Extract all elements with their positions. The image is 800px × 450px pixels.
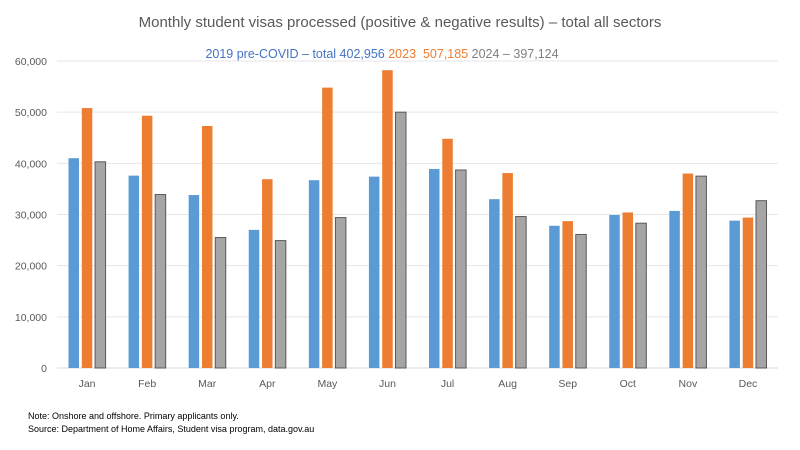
chart-notes: Note: Onshore and offshore. Primary appl… — [28, 410, 314, 436]
y-tick-label: 0 — [41, 363, 47, 375]
bar-may-series-1 — [322, 87, 333, 369]
bar-jul-series-0 — [428, 168, 440, 368]
bar-sep-series-0 — [549, 225, 560, 368]
bar-aug-series-0 — [489, 199, 500, 368]
bar-jul-series-1 — [442, 138, 453, 368]
x-tick-label: Apr — [259, 378, 276, 390]
bar-jan-series-1 — [81, 108, 93, 368]
y-tick-label: 60,000 — [15, 56, 47, 68]
bar-jan-series-0 — [68, 158, 79, 368]
x-tick-label: Jan — [79, 378, 96, 390]
x-tick-label: Jun — [379, 378, 396, 390]
y-tick-label: 30,000 — [15, 210, 47, 222]
bar-mar-series-2 — [214, 237, 227, 369]
bar-oct-series-2 — [635, 222, 647, 369]
x-tick-label: Oct — [620, 378, 636, 390]
bar-nov-series-2 — [695, 175, 707, 369]
x-tick-label: Dec — [739, 378, 758, 390]
bar-apr-series-1 — [262, 179, 273, 368]
bar-oct-series-1 — [622, 212, 634, 368]
bar-sep-series-1 — [562, 221, 573, 368]
bar-sep-series-2 — [575, 233, 587, 369]
bar-nov-series-0 — [669, 210, 680, 368]
bar-jun-series-0 — [368, 176, 380, 368]
bar-apr-series-2 — [274, 240, 287, 369]
x-tick-label: Sep — [558, 378, 577, 390]
legend-2023: 2023 507,185 — [388, 47, 469, 61]
bar-nov-series-1 — [682, 173, 694, 368]
bar-feb-series-2 — [154, 194, 167, 369]
bar-mar-series-1 — [201, 125, 213, 369]
note-text: Note: Onshore and offshore. Primary appl… — [28, 411, 239, 421]
x-tick-label: Nov — [679, 378, 698, 390]
bar-aug-series-1 — [502, 173, 513, 368]
x-tick-label: Jul — [441, 378, 454, 390]
y-tick-label: 20,000 — [15, 261, 47, 273]
x-tick-label: May — [317, 378, 338, 390]
bar-may-series-0 — [308, 180, 320, 368]
bar-apr-series-0 — [248, 229, 260, 368]
bar-jun-series-2 — [395, 111, 407, 369]
chart-title: Monthly student visas processed (positiv… — [138, 14, 662, 31]
bar-feb-series-1 — [141, 115, 153, 368]
x-tick-label: Feb — [138, 378, 156, 390]
bar-jan-series-2 — [94, 161, 107, 369]
y-tick-label: 50,000 — [15, 107, 47, 119]
legend-2019: 2019 pre-COVID – total 402,956 — [205, 47, 385, 61]
bar-oct-series-0 — [609, 215, 620, 368]
y-tick-label: 10,000 — [15, 312, 47, 324]
x-tick-label: Aug — [498, 378, 517, 390]
bar-may-series-2 — [334, 217, 347, 369]
y-tick-label: 40,000 — [15, 158, 47, 170]
bar-jun-series-1 — [382, 70, 393, 369]
legend-2024: 2024 – 397,124 — [471, 47, 559, 61]
bar-jul-series-2 — [455, 169, 467, 369]
bar-mar-series-0 — [188, 195, 200, 368]
bar-dec-series-1 — [742, 217, 754, 368]
x-tick-label: Mar — [198, 378, 217, 390]
legend: 2019 pre-COVID – total 402,956 2023 507,… — [0, 47, 764, 61]
bar-dec-series-2 — [755, 200, 768, 369]
bar-dec-series-0 — [729, 220, 740, 368]
bar-feb-series-0 — [128, 175, 140, 368]
source-text: Source: Department of Home Affairs, Stud… — [28, 424, 315, 434]
bar-aug-series-2 — [515, 216, 527, 369]
